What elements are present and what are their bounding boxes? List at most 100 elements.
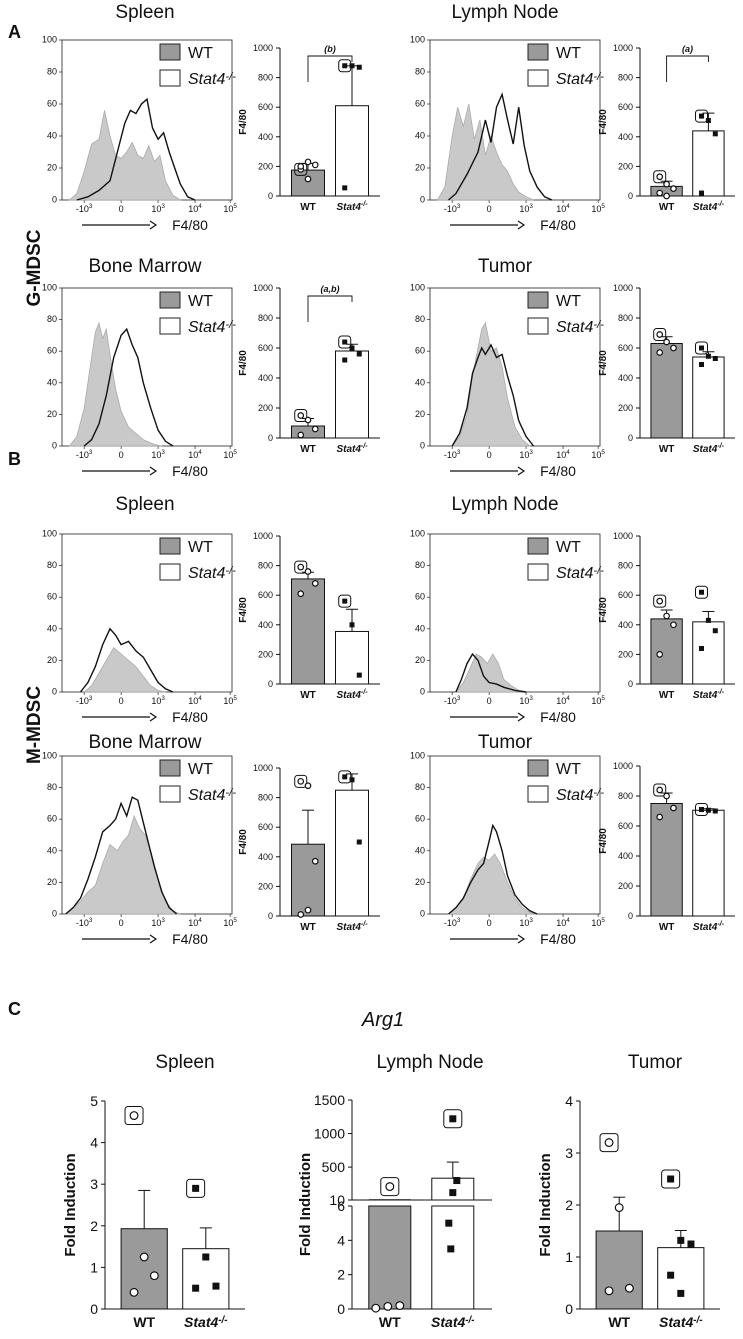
bar-chart-15-category-wt: WT: [659, 922, 675, 933]
bar-chart-1: 0 200 400 600 800 1000 F4/80 WT Stat4-/- (b): [238, 43, 380, 213]
bar-chart-11-category-wt: WT: [659, 690, 675, 701]
histogram-10-arrow-head: [517, 712, 526, 722]
histogram-10-xtick-label: -103: [444, 695, 461, 706]
bar-chart-18-point-outline: [661, 1169, 681, 1189]
histogram-12-xtick-label-superscript: 3: [89, 917, 93, 924]
histogram-0-legend-swatch-stat4: [159, 69, 181, 87]
histogram-12-xtick-label-superscript: 5: [233, 917, 237, 924]
histogram-12-ytick-label: 40: [47, 845, 57, 855]
bar-chart-15-category-wt-base: WT: [659, 922, 675, 933]
bar-chart-1-ytick-label: 1000: [253, 43, 273, 53]
bar-chart-13-point: [311, 857, 319, 865]
bar-chart-9-bar-wt: [291, 578, 325, 685]
histogram-12-arrow-head: [149, 934, 158, 944]
histogram-4-legend-stat4-base: Stat4: [188, 319, 225, 336]
histogram-0-xtick-label-superscript: 4: [198, 203, 202, 210]
bar-chart-13-point-outline: [294, 774, 308, 788]
bar-chart-1-significance-bracket: [307, 55, 353, 82]
histogram-6-legend-swatch-stat4: [527, 317, 549, 335]
bar-chart-18-point: [677, 1236, 685, 1244]
bar-chart-15-ylabel: F4/80: [598, 828, 609, 854]
histogram-6-xtick-label: 103: [519, 449, 533, 460]
histogram-2-xtick-label-base: -10: [444, 204, 457, 214]
bar-chart-5-point: [304, 416, 312, 424]
histogram-2-xtick-label: 0: [487, 204, 492, 214]
bar-chart-15-ytick-label: 800: [618, 791, 633, 801]
bar-chart-11-point: [705, 617, 711, 623]
bar-chart-9-point: [349, 622, 355, 628]
histogram-2-xtick-label: 103: [519, 203, 533, 214]
bar-chart-1-point: [304, 158, 312, 166]
bar-chart-15-point: [712, 808, 718, 814]
histogram-14-xtick-label-superscript: 3: [457, 917, 461, 924]
histogram-0-legend-swatch-wt: [159, 43, 181, 61]
histogram-12-series-wt: [64, 814, 181, 915]
bar-chart-9-category-stat4-base: Stat4: [336, 690, 361, 701]
bar-chart-17-point: [447, 1245, 455, 1253]
histogram-0-ytick-label: 40: [47, 131, 57, 141]
bar-chart-3-ytick-label: 0: [628, 191, 633, 201]
histogram-0-xtick-label-superscript: 5: [233, 203, 237, 210]
histogram-6-xtick-label-superscript: 3: [529, 449, 533, 456]
bar-chart-7-category-stat4-base: Stat4: [693, 444, 718, 455]
histogram-6-legend-swatch-wt: [527, 291, 549, 309]
bar-chart-1-point: [304, 175, 312, 183]
histogram-0-ytick-label: 20: [47, 163, 57, 173]
histogram-12-xtick-label-base: 10: [223, 918, 233, 928]
histogram-2-legend-wt: WT: [556, 45, 581, 62]
bar-chart-13-point: [304, 906, 312, 914]
bar-chart-5-category-stat4: Stat4-/-: [336, 443, 368, 455]
bar-chart-1-category-stat4-superscript: -/-: [361, 201, 368, 208]
histogram-0-ytick-label: 0: [52, 195, 57, 205]
bar-chart-17-point-outline: [380, 1177, 400, 1197]
bar-chart-15-point: [663, 792, 670, 800]
histogram-4-xtick-label-base: -10: [76, 450, 89, 460]
histogram-0-title: Spleen: [115, 2, 174, 23]
histogram-10-legend-swatch-wt: [527, 537, 549, 555]
bar-chart-7-ytick-label: 200: [618, 403, 633, 413]
histogram-10-legend-stat4: Stat4-/-: [556, 565, 604, 582]
bar-chart-16-point: [202, 1253, 210, 1261]
histogram-6-xtick-label: -103: [444, 449, 461, 460]
arg1-title: Arg1: [361, 1009, 404, 1031]
histogram-2-legend-stat4: Stat4-/-: [556, 71, 604, 88]
bar-chart-9-ylabel: F4/80: [238, 597, 249, 623]
histogram-8-legend-stat4: Stat4-/-: [188, 565, 236, 582]
bar-chart-13-ytick-label: 600: [258, 822, 273, 832]
bar-chart-3-ytick-label: 800: [618, 73, 633, 83]
bar-chart-1-ylabel: F4/80: [238, 109, 249, 135]
histogram-0-xtick-label: 104: [188, 203, 202, 214]
histogram-10-xtick-label: 104: [556, 695, 570, 706]
histogram-14-xtick-label: 0: [487, 918, 492, 928]
histogram-4-xtick-label-base: 0: [119, 450, 124, 460]
bar-chart-17-ytick-label: 500: [322, 1159, 346, 1175]
bar-chart-17-point: [383, 1301, 393, 1311]
histogram-6-xtick-label: 0: [487, 450, 492, 460]
bar-chart-7-point: [699, 362, 705, 367]
bar-chart-16-point: [149, 1271, 159, 1281]
histogram-4-xtick-label-superscript: 5: [233, 449, 237, 456]
bar-chart-11-bar-wt: [650, 618, 683, 685]
bar-chart-13-category-stat4-base: Stat4: [336, 922, 361, 933]
bar-chart-13-point: [349, 777, 355, 783]
histogram-14-frame: [429, 755, 601, 915]
bar-chart-3-ytick-label: 200: [618, 161, 633, 171]
bar-chart-18-point: [614, 1203, 624, 1213]
bar-chart-3-point: [670, 185, 677, 192]
histogram-8-xtick-label: 103: [151, 695, 165, 706]
bar-chart-3-significance-bracket: [666, 55, 709, 82]
bar-chart-3-category-stat4-base: Stat4: [693, 202, 718, 213]
histogram-0-xtick-label: 105: [223, 203, 237, 214]
bar-chart-13-ytick-label: 800: [258, 793, 273, 803]
histogram-6-ytick-label: 0: [420, 441, 425, 451]
histogram-2-xtick-label: 104: [556, 203, 570, 214]
bar-chart-11-category-stat4-superscript: -/-: [717, 689, 724, 696]
histogram-0-xtick-label-base: 10: [188, 204, 198, 214]
bar-chart-1-category-stat4-base: Stat4: [336, 202, 361, 213]
histogram-6-xtick-label-superscript: 4: [566, 449, 570, 456]
histogram-10-xtick-label-superscript: 3: [457, 695, 461, 702]
bar-chart-3-category-stat4-superscript: -/-: [717, 201, 724, 208]
bar-chart-16-point: [212, 1282, 220, 1290]
histogram-2-xtick-label-superscript: 3: [529, 203, 533, 210]
